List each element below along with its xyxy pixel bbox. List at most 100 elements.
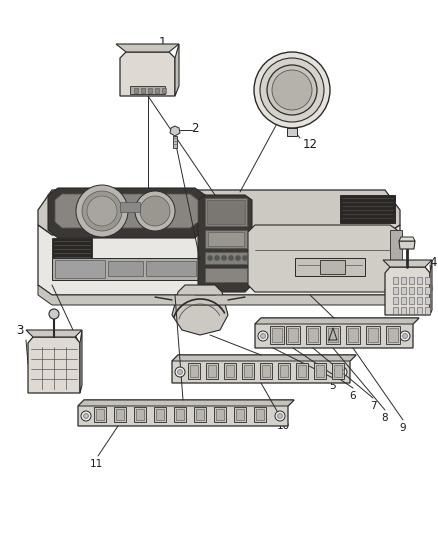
Bar <box>401 287 406 294</box>
Bar <box>278 363 290 379</box>
Bar <box>393 307 398 314</box>
Bar <box>340 195 395 223</box>
Bar <box>409 277 414 284</box>
Bar <box>94 407 106 422</box>
Bar <box>234 407 246 422</box>
Circle shape <box>84 414 88 418</box>
Bar <box>174 407 186 422</box>
Bar <box>425 297 430 304</box>
Polygon shape <box>383 260 432 267</box>
Bar <box>425 307 430 314</box>
Circle shape <box>272 70 312 110</box>
Bar <box>393 277 398 284</box>
Text: 2: 2 <box>191 122 199 134</box>
Bar <box>194 407 206 422</box>
Polygon shape <box>48 188 205 238</box>
Polygon shape <box>399 241 415 249</box>
Polygon shape <box>80 330 82 393</box>
Bar <box>417 307 422 314</box>
Circle shape <box>82 191 122 231</box>
Polygon shape <box>28 337 80 393</box>
Bar <box>134 407 146 422</box>
Circle shape <box>403 334 407 338</box>
Bar <box>417 297 422 304</box>
Bar <box>393 287 398 294</box>
Bar <box>130 86 165 94</box>
Circle shape <box>87 196 117 226</box>
Bar <box>244 365 252 377</box>
Bar <box>224 363 236 379</box>
Polygon shape <box>38 225 400 295</box>
Bar <box>306 326 320 344</box>
Bar <box>256 409 264 420</box>
Bar <box>154 407 166 422</box>
Bar <box>206 363 218 379</box>
Bar <box>346 326 360 344</box>
Polygon shape <box>175 44 179 96</box>
Bar <box>280 365 288 377</box>
Bar <box>286 326 300 344</box>
Polygon shape <box>172 285 228 335</box>
Circle shape <box>260 58 324 122</box>
Bar <box>226 365 234 377</box>
Polygon shape <box>116 44 179 52</box>
Bar <box>146 261 196 276</box>
Circle shape <box>339 369 345 375</box>
Bar <box>316 365 324 377</box>
Bar <box>288 328 298 342</box>
Text: 5: 5 <box>330 381 336 391</box>
Bar <box>208 365 216 377</box>
Bar <box>296 363 308 379</box>
Bar <box>207 200 245 224</box>
Bar <box>368 328 378 342</box>
Polygon shape <box>78 400 294 406</box>
Bar <box>116 409 124 420</box>
Text: 11: 11 <box>89 459 102 469</box>
Bar <box>148 88 152 93</box>
Bar <box>156 409 164 420</box>
Circle shape <box>258 331 268 341</box>
Bar <box>326 326 340 344</box>
Polygon shape <box>55 194 198 228</box>
Bar <box>409 297 414 304</box>
Bar <box>190 365 198 377</box>
Polygon shape <box>38 190 400 235</box>
Circle shape <box>254 52 330 128</box>
Bar <box>242 363 254 379</box>
Bar <box>386 326 400 344</box>
Bar <box>390 230 402 260</box>
Bar <box>196 409 204 420</box>
Bar <box>188 363 200 379</box>
Circle shape <box>278 414 283 418</box>
Bar <box>216 409 224 420</box>
Polygon shape <box>38 285 400 305</box>
Bar <box>401 277 406 284</box>
Bar <box>270 326 284 344</box>
Polygon shape <box>248 225 400 292</box>
Circle shape <box>175 367 185 377</box>
Text: START: START <box>283 85 302 91</box>
Bar <box>417 277 422 284</box>
Polygon shape <box>172 355 356 383</box>
Bar <box>401 307 406 314</box>
Circle shape <box>177 369 183 375</box>
Circle shape <box>140 196 170 226</box>
Bar <box>236 409 244 420</box>
Bar <box>134 88 138 93</box>
Bar <box>205 252 247 264</box>
Bar <box>388 328 398 342</box>
Polygon shape <box>399 237 415 241</box>
Polygon shape <box>26 330 82 337</box>
Bar <box>366 326 380 344</box>
Bar <box>425 277 430 284</box>
Polygon shape <box>172 355 356 361</box>
Polygon shape <box>78 400 294 426</box>
Text: 9: 9 <box>400 423 406 433</box>
Circle shape <box>337 367 347 377</box>
Bar <box>114 407 126 422</box>
Bar <box>205 230 247 248</box>
Bar <box>55 260 105 278</box>
Bar <box>155 88 159 93</box>
Polygon shape <box>255 318 419 348</box>
Circle shape <box>81 411 91 421</box>
